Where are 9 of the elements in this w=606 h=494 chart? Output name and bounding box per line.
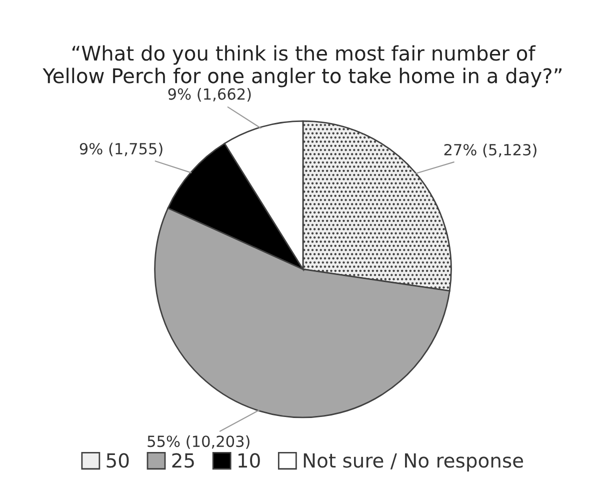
legend-label: Not sure / No response [304, 453, 524, 472]
legend-label: 10 [238, 453, 260, 468]
legend-label: 50 [106, 453, 129, 468]
data-label: 55% (10,203) [148, 435, 250, 449]
chart-title: “What do you think is the most fair number of Yellow Perch for one angler to take home in a day?” [42, 45, 562, 88]
data-label: 27% (5,123) [444, 144, 536, 158]
data-label: 9% (1,755) [80, 142, 162, 156]
data-label: 9% (1,662) [168, 88, 251, 102]
legend-label: 25 [172, 453, 194, 468]
